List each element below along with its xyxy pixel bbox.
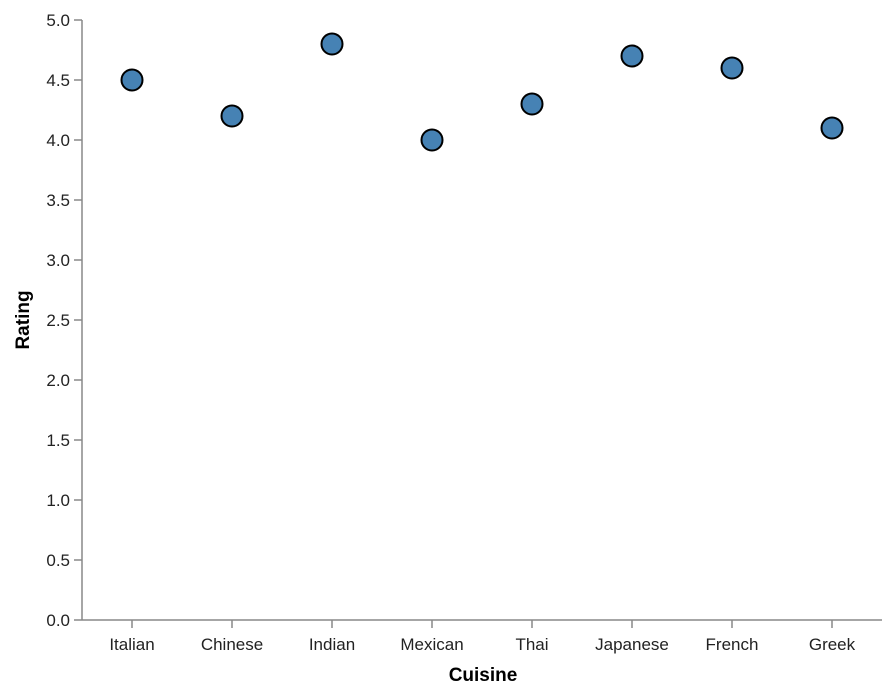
y-tick-label: 5.0: [46, 11, 70, 30]
y-tick-label: 0.5: [46, 551, 70, 570]
y-tick-label: 1.5: [46, 431, 70, 450]
y-tick-label: 4.0: [46, 131, 70, 150]
data-point-thai[interactable]: [520, 92, 544, 116]
data-points: [120, 32, 844, 152]
x-axis-title: Cuisine: [449, 665, 518, 686]
y-axis: 0.0 0.5 1.0 1.5 2.0 2.5 3.0 3.5 4.0 4.5 5.0: [46, 11, 83, 630]
x-axis: Italian Chinese Indian Mexican Thai Japanese F…: [82, 619, 882, 654]
x-tick-label: Chinese: [201, 635, 263, 654]
data-point-chinese[interactable]: [220, 104, 244, 128]
y-tick-label: 2.0: [46, 371, 70, 390]
x-tick-label: Greek: [809, 635, 856, 654]
data-point-indian[interactable]: [320, 32, 344, 56]
y-tick-label: 0.0: [46, 611, 70, 630]
data-point-mexican[interactable]: [420, 128, 444, 152]
data-point-french[interactable]: [720, 56, 744, 80]
x-tick-label: Italian: [109, 635, 154, 654]
x-tick-label: Mexican: [400, 635, 463, 654]
x-tick-label: Japanese: [595, 635, 669, 654]
data-point-greek[interactable]: [820, 116, 844, 140]
y-tick-label: 2.5: [46, 311, 70, 330]
y-tick-label: 1.0: [46, 491, 70, 510]
y-tick-label: 3.5: [46, 191, 70, 210]
x-tick-label: Indian: [309, 635, 355, 654]
x-tick-label: French: [706, 635, 759, 654]
x-tick-label: Thai: [515, 635, 548, 654]
data-point-italian[interactable]: [120, 68, 144, 92]
y-tick-label: 3.0: [46, 251, 70, 270]
y-axis-title: Rating: [13, 290, 34, 349]
data-point-japanese[interactable]: [620, 44, 644, 68]
y-tick-label: 4.5: [46, 71, 70, 90]
